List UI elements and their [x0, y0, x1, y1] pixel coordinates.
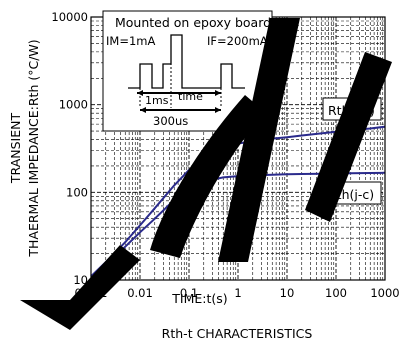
period-arrow-right — [215, 107, 221, 113]
y-tick-label: 1000 — [59, 98, 88, 112]
x-tick-label: 1000 — [370, 286, 399, 300]
watermark-stroke-4 — [305, 52, 392, 222]
y-tick-label: 100 — [66, 185, 88, 199]
arrow-head-right — [215, 90, 221, 96]
x-tick-label: 0.1 — [180, 286, 198, 300]
inset-time-label: time — [178, 90, 203, 103]
x-tick-label: 1 — [234, 286, 241, 300]
period-arrow-left — [140, 107, 146, 113]
y-tick-label: 10000 — [51, 10, 88, 24]
inset-right-label: IF=200mA — [207, 34, 268, 48]
watermark-stroke-3 — [218, 18, 300, 262]
watermark — [20, 18, 392, 330]
y-tick-label: 10 — [73, 273, 88, 287]
inset-pulse-label: 1ms — [145, 94, 169, 107]
inset-period-label: 300us — [153, 114, 188, 128]
watermark-stroke-2 — [150, 95, 265, 258]
x-tick-label: 100 — [325, 286, 347, 300]
chart-title: Rth-t CHARACTERISTICS — [162, 326, 313, 341]
y-axis-label-line1: TRANSIENT — [8, 113, 23, 185]
x-tick-label: 0.01 — [127, 286, 153, 300]
arrow-head-left — [137, 90, 143, 96]
x-axis-label: TIME:t(s) — [171, 291, 227, 306]
inset-title: Mounted on epoxy board — [115, 15, 271, 30]
y-axis-label-line2: THAERMAL IMPEDANCE:Rth (°C/W) — [26, 39, 41, 257]
watermark-stroke-1 — [20, 245, 140, 330]
x-tick-label: 10 — [280, 286, 295, 300]
pulse-waveform — [128, 34, 245, 89]
inset-left-label: IM=1mA — [106, 34, 155, 48]
